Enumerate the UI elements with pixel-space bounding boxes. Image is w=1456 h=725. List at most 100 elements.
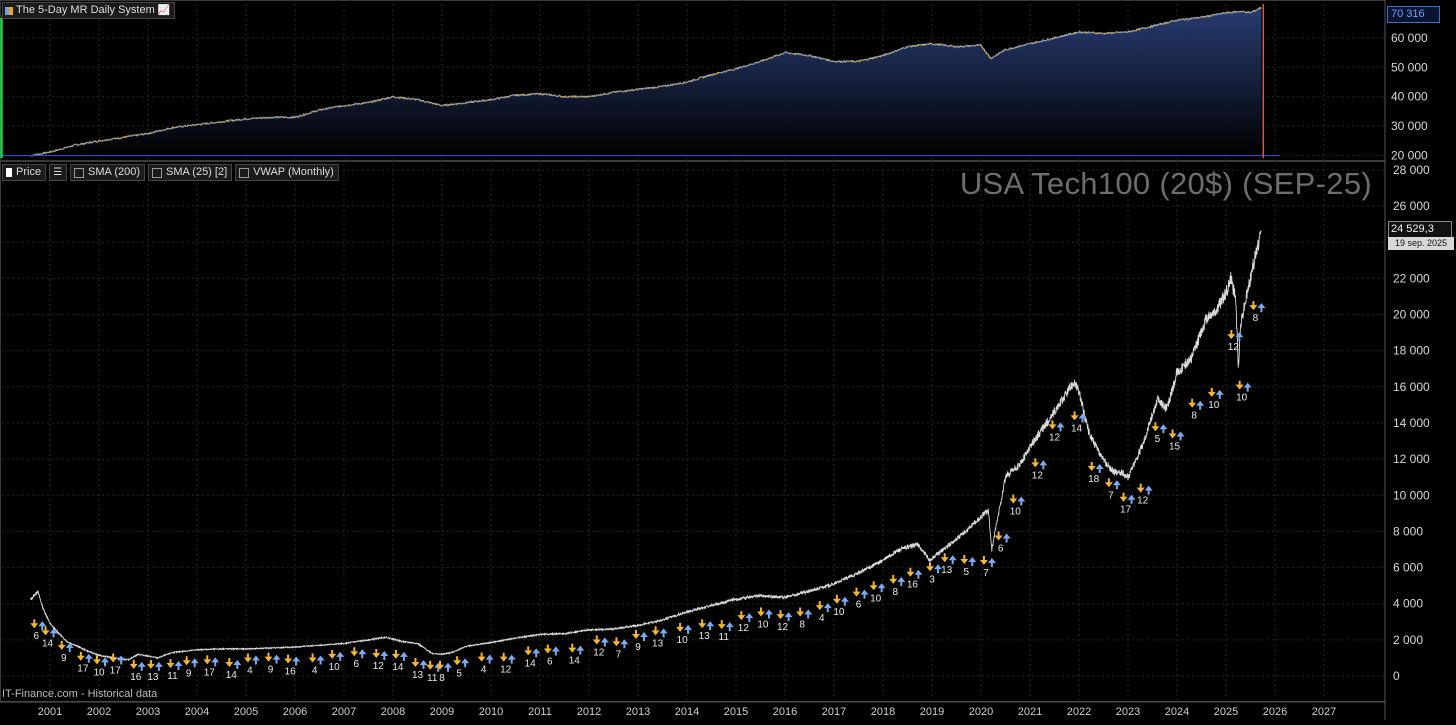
trade-marker: 10 — [1208, 388, 1224, 411]
sell-arrow-icon — [804, 609, 812, 618]
legend-price[interactable]: Price — [2, 164, 46, 181]
trade-marker: 14 — [524, 646, 540, 669]
legend-list-button[interactable]: ☰ — [49, 164, 67, 181]
equity-line-segment — [388, 98, 389, 99]
equity-line-segment — [238, 119, 239, 120]
sell-arrow-icon — [601, 637, 609, 646]
equity-line-segment — [295, 117, 296, 118]
sell-arrow-icon — [1003, 534, 1011, 543]
price-y-tick-label: 10 000 — [1393, 488, 1430, 502]
buy-arrow-icon — [1120, 493, 1128, 502]
equity-line-segment — [1107, 32, 1108, 33]
trade-duration-label: 8 — [439, 673, 445, 684]
equity-line-segment — [821, 58, 822, 59]
buy-arrow-icon — [676, 623, 684, 632]
equity-line-segment — [139, 134, 140, 135]
equity-line-segment — [197, 124, 198, 125]
equity-line-segment — [879, 56, 880, 57]
x-tick-label: 2020 — [969, 706, 993, 718]
x-tick-label: 2008 — [381, 706, 405, 718]
equity-line-segment — [374, 100, 375, 101]
equity-line-segment — [377, 100, 378, 101]
legend-sma-200[interactable]: SMA (200) — [70, 164, 145, 181]
equity-line-segment — [772, 57, 773, 58]
sell-arrow-icon — [85, 654, 93, 663]
buy-arrow-icon — [265, 653, 273, 662]
equity-line-segment — [279, 116, 280, 117]
equity-line-segment — [695, 80, 696, 81]
equity-line-segment — [1260, 8, 1261, 9]
sell-arrow-icon — [1257, 303, 1265, 312]
sell-arrow-icon — [1113, 480, 1121, 489]
sell-arrow-icon — [552, 647, 560, 656]
equity-line-segment — [458, 103, 459, 104]
sell-arrow-icon — [1196, 401, 1204, 410]
equity-line-segment — [781, 54, 782, 55]
sma-25-checkbox[interactable] — [152, 168, 162, 178]
equity-line-segment — [310, 112, 311, 113]
equity-line-segment — [102, 141, 103, 142]
equity-pane-title[interactable]: The 5-Day MR Daily System 📈 — [2, 2, 175, 19]
buy-arrow-icon — [500, 653, 508, 662]
sell-arrow-icon — [765, 609, 773, 618]
equity-line-segment — [692, 79, 693, 81]
trade-duration-label: 10 — [870, 593, 882, 604]
sell-arrow-icon — [684, 625, 692, 634]
equity-line-segment — [998, 54, 999, 56]
trade-marker: 7 — [612, 637, 628, 660]
sma-200-checkbox[interactable] — [74, 168, 84, 178]
equity-line-segment — [852, 60, 853, 62]
sell-arrow-icon — [211, 657, 219, 666]
equity-line-segment — [194, 125, 195, 126]
buy-arrow-icon — [568, 644, 576, 653]
legend-sma-25[interactable]: SMA (25) [2] — [148, 164, 232, 181]
x-tick-label: 2004 — [185, 706, 209, 718]
trade-duration-label: 5 — [456, 668, 462, 679]
equity-line-segment — [467, 102, 468, 103]
equity-line-segment — [354, 104, 355, 105]
equity-line-segment — [1229, 12, 1230, 13]
equity-line-segment — [1192, 18, 1193, 19]
price-pane — [30, 231, 1261, 661]
equity-line-segment — [769, 58, 770, 59]
equity-line-segment — [269, 117, 270, 118]
equity-line-segment — [737, 68, 738, 69]
sell-arrow-icon — [1128, 495, 1136, 504]
equity-line-segment — [1250, 13, 1251, 14]
equity-line-segment — [555, 95, 556, 96]
equity-line-segment — [1132, 30, 1133, 31]
buy-arrow-icon — [1249, 301, 1257, 310]
trade-marker: 17 — [203, 655, 219, 678]
equity-line-segment — [853, 60, 854, 61]
sell-arrow-icon — [138, 662, 146, 671]
equity-line-segment — [1177, 20, 1178, 21]
equity-line-segment — [218, 122, 219, 123]
buy-arrow-icon — [130, 660, 138, 669]
equity-line-segment — [949, 46, 950, 47]
equity-line-segment — [860, 60, 861, 61]
sell-arrow-icon — [380, 651, 388, 660]
equity-line-segment — [845, 62, 846, 63]
buy-arrow-icon — [1151, 422, 1159, 431]
equity-line-segment — [1185, 19, 1186, 20]
price-y-tick-label: 8 000 — [1393, 524, 1423, 538]
trade-marker: 4 — [244, 654, 260, 677]
equity-line-segment — [224, 122, 225, 123]
equity-line-segment — [1018, 47, 1019, 48]
trade-marker: 15 — [1169, 429, 1185, 452]
equity-line-segment — [305, 115, 306, 116]
x-tick-label: 2010 — [479, 706, 503, 718]
equity-line-segment — [646, 88, 647, 89]
equity-line-segment — [290, 117, 291, 118]
sell-arrow-icon — [117, 656, 125, 665]
equity-line-segment — [472, 101, 473, 102]
legend-vwap[interactable]: VWAP (Monthly) — [235, 164, 339, 181]
vwap-checkbox[interactable] — [239, 168, 249, 178]
trade-marker: 10 — [328, 650, 344, 673]
trade-duration-label: 12 — [373, 661, 385, 672]
equity-line-segment — [1066, 35, 1067, 36]
x-tick-label: 2003 — [136, 706, 160, 718]
equity-line-segment — [1131, 31, 1132, 32]
equity-line-segment — [233, 121, 234, 122]
